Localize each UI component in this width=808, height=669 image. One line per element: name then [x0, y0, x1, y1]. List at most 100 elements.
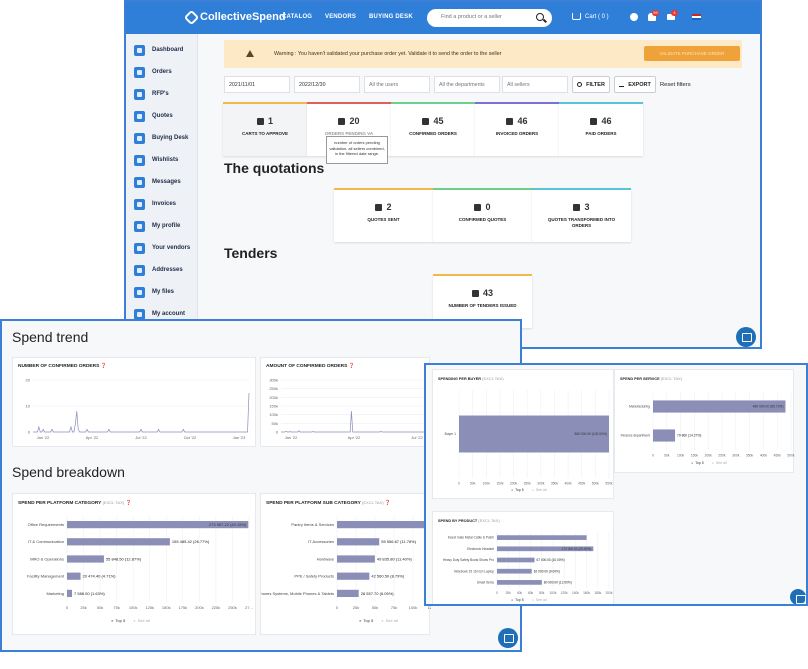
sidebar-item-rfp-s[interactable]: RFP's: [134, 88, 169, 100]
sidebar-item-wishlists[interactable]: Wishlists: [134, 154, 178, 166]
legend-top[interactable]: Top 5: [359, 618, 373, 623]
x-tick-label: 150k: [691, 453, 699, 457]
mail-icon[interactable]: [667, 14, 675, 20]
cart-icon: [572, 13, 581, 20]
legend-all[interactable]: See all: [381, 618, 398, 623]
kpi-label: QUOTES SENT: [367, 217, 400, 222]
category-label: Facility Management: [27, 574, 65, 579]
y-tick-label: 0: [28, 430, 31, 435]
x-tick-label: 140k: [572, 591, 579, 595]
x-tick-label: 200k: [705, 453, 713, 457]
sidebar-item-my-profile[interactable]: My profile: [134, 220, 180, 232]
sidebar-item-label: My files: [152, 289, 175, 295]
sidebar-item-invoices[interactable]: Invoices: [134, 198, 176, 210]
sidebar-item-orders[interactable]: Orders: [134, 66, 172, 78]
x-tick-label: 225k: [212, 605, 221, 610]
sidebar-item-addresses[interactable]: Addresses: [134, 264, 183, 276]
x-tick-label: 80k: [539, 591, 545, 595]
data-label: 55 556.67 (11.78%): [381, 539, 417, 544]
sidebar-item-my-account[interactable]: My account: [134, 308, 185, 320]
x-tick-label: 350k: [551, 481, 559, 485]
validate-order-button[interactable]: VALIDATE PURCHASE ORDER: [644, 46, 740, 61]
kpi-value: 46: [559, 116, 643, 126]
sellers-select[interactable]: [502, 76, 568, 93]
search-icon[interactable]: [536, 13, 544, 21]
sidebar-item-messages[interactable]: Messages: [134, 176, 181, 188]
legend-all[interactable]: See all: [133, 618, 150, 623]
category-label: Smart Items: [477, 581, 495, 585]
departments-select[interactable]: [434, 76, 500, 93]
category-label: Buyer 1: [445, 432, 457, 436]
chat-button[interactable]: [736, 327, 756, 347]
legend-all[interactable]: See all: [532, 598, 547, 602]
kpi-value: 46: [475, 116, 559, 126]
reset-filters-link[interactable]: Reset filters: [660, 82, 691, 88]
kpi-card[interactable]: 3 QUOTES TRANSFORMED INTO ORDERS: [532, 188, 631, 242]
x-tick-label: 75k: [391, 605, 397, 610]
legend-top[interactable]: Top 5: [691, 461, 704, 465]
sidebar: Dashboard Orders RFP's Quotes Buying Desk Wis…: [126, 34, 198, 347]
dashboard-window: CollectiveSpend CATALOG VENDORS BUYING D…: [124, 0, 762, 349]
sidebar-icon: [134, 88, 145, 100]
kpi-value: 1: [223, 116, 307, 126]
users-select[interactable]: [364, 76, 430, 93]
sidebar-item-buying-desk[interactable]: Buying Desk: [134, 132, 188, 144]
export-button[interactable]: EXPORT: [614, 76, 656, 93]
x-tick-label: Apr '22: [348, 435, 361, 440]
chat-button[interactable]: [790, 589, 806, 604]
kpi-card[interactable]: 46 PAID ORDERS: [559, 102, 643, 156]
filter-button[interactable]: FILTER: [572, 76, 610, 93]
nav-vendors[interactable]: VENDORS: [325, 14, 357, 20]
spend-trend-title: Spend trend: [12, 329, 89, 345]
cart-button[interactable]: Cart ( 0 ): [572, 13, 609, 20]
y-tick-label: 250k: [269, 386, 278, 391]
confirmed-amount-chart: 0 50k 100k 150k 200k 250k 300k Jan '22 Apr '22 Ju…: [269, 378, 427, 440]
sidebar-item-your-vendors[interactable]: Your vendors: [134, 242, 190, 254]
x-tick-label: 75k: [113, 605, 119, 610]
search-input[interactable]: [441, 14, 531, 20]
kpi-card[interactable]: 45 CONFIRMED ORDERS: [391, 102, 475, 156]
sidebar-item-dashboard[interactable]: Dashboard: [134, 44, 183, 56]
kpi-label: NUMBER OF TENDERS ISSUED: [448, 303, 517, 308]
legend-all[interactable]: See all: [532, 488, 547, 492]
kpi-icon: [375, 203, 383, 211]
buyer-legend: Top 5 See all: [511, 488, 547, 492]
legend-top[interactable]: Top 5: [511, 598, 524, 602]
kpi-card[interactable]: 2 QUOTES SENT: [334, 188, 433, 242]
date-from-field[interactable]: [224, 76, 290, 93]
legend-top[interactable]: Top 5: [111, 618, 125, 623]
bell-icon[interactable]: [648, 13, 656, 21]
nav-buying-desk[interactable]: BUYING DESK: [369, 14, 413, 20]
bar: [653, 429, 676, 442]
sidebar-icon: [134, 132, 145, 144]
sidebar-item-quotes[interactable]: Quotes: [134, 110, 173, 122]
y-tick-label: 50k: [272, 421, 278, 426]
kpi-card[interactable]: 1 CARTS TO APPROVE: [223, 102, 307, 156]
kpi-card[interactable]: 46 INVOICED ORDERS: [475, 102, 559, 156]
sidebar-item-my-files[interactable]: My files: [134, 286, 174, 298]
date-to-field[interactable]: [294, 76, 360, 93]
x-tick-label: 160k: [583, 591, 590, 595]
category-label: Finance department: [621, 434, 650, 438]
product-spend-card: SPEND BY PRODUCT (EXCL TAX) 0 20k 40k 60k 80…: [432, 511, 614, 604]
x-tick-label: 175k: [178, 605, 187, 610]
sidebar-item-label: RFP's: [152, 91, 169, 97]
chat-button[interactable]: [498, 628, 518, 648]
brand-logo[interactable]: CollectiveSpend: [183, 9, 286, 25]
x-tick-label: 20k: [506, 591, 512, 595]
cart-label: Cart ( 0 ): [585, 13, 609, 20]
orders-kpi-row: 1 CARTS TO APPROVE 20 ORDERS PENDING VA 45 CO…: [223, 102, 643, 156]
legend-all[interactable]: See all: [712, 461, 727, 465]
subcategory-legend: Top 5 See all: [359, 618, 398, 623]
category-label: Insect Gate Metal Cable & Patch: [448, 536, 494, 540]
legend-top[interactable]: Top 5: [511, 488, 524, 492]
sidebar-icon: [134, 286, 145, 298]
bar: [337, 555, 375, 563]
data-label: 55 848.50 (12.87%): [106, 556, 142, 561]
category-spend-title: SPEND PER PLATFORM CATEGORY (EXCL TAX) ❓: [18, 500, 132, 506]
kpi-card[interactable]: 0 CONFIRMED QUOTES: [433, 188, 532, 242]
user-icon[interactable]: [630, 13, 638, 21]
language-flag-icon[interactable]: [692, 14, 701, 20]
x-tick-label: 400k: [760, 453, 768, 457]
nav-catalog[interactable]: CATALOG: [282, 14, 313, 20]
